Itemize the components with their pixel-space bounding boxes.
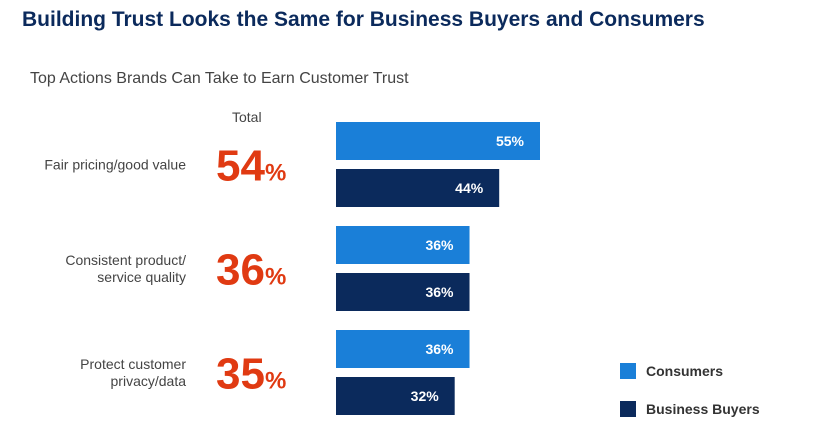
legend-label-consumers: Consumers [646, 363, 724, 379]
category-label: Protect customer [80, 356, 186, 372]
chart-subtitle: Top Actions Brands Can Take to Earn Cust… [30, 70, 409, 87]
bar-value-label: 55% [496, 133, 525, 149]
category-label: service quality [97, 269, 186, 285]
total-column-header: Total [232, 109, 262, 125]
category-label: Consistent product/ [65, 252, 186, 268]
bar-value-label: 44% [455, 180, 484, 196]
category-label: privacy/data [111, 373, 187, 389]
bar-value-label: 32% [411, 388, 440, 404]
bar-business-buyers [336, 169, 500, 207]
total-value: 35% [216, 350, 286, 399]
chart-title: Building Trust Looks the Same for Busine… [22, 8, 705, 31]
legend-swatch-business-buyers [620, 401, 636, 417]
bar-value-label: 36% [425, 341, 454, 357]
legend-item-business-buyers: Business Buyers [620, 401, 760, 417]
total-value: 54% [216, 142, 286, 191]
bar-consumers [336, 330, 470, 368]
bar-business-buyers [336, 273, 470, 311]
bar-consumers [336, 122, 540, 160]
legend-swatch-consumers [620, 363, 636, 379]
bar-consumers [336, 226, 470, 264]
legend-item-consumers: Consumers [620, 363, 723, 379]
legend-label-business-buyers: Business Buyers [646, 401, 760, 417]
bar-value-label: 36% [425, 284, 454, 300]
category-label: Fair pricing/good value [44, 157, 186, 173]
bar-value-label: 36% [425, 237, 454, 253]
total-value: 36% [216, 246, 286, 295]
bar-business-buyers [336, 377, 455, 415]
